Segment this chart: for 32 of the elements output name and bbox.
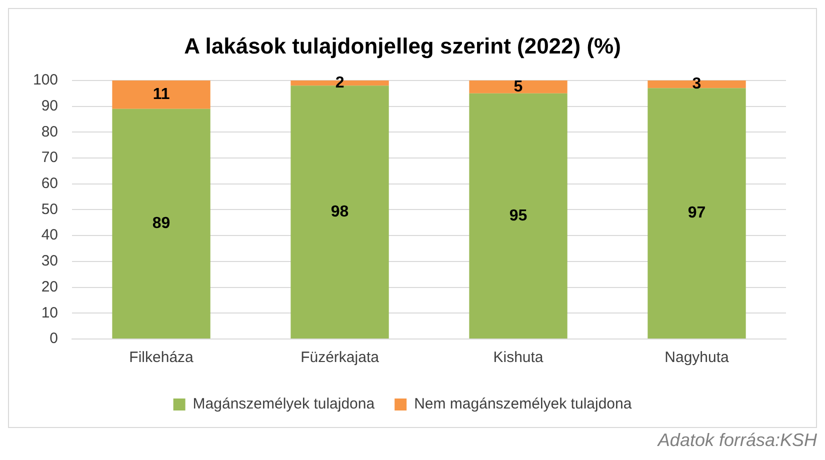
data-label: 95	[509, 207, 528, 224]
x-tick-label: Nagyhuta	[664, 349, 730, 366]
y-tick-label: 10	[41, 304, 58, 322]
bar	[112, 80, 210, 109]
text: Adatok forrása:KSH	[656, 430, 817, 451]
data-label: 98	[330, 203, 349, 220]
bar	[648, 88, 746, 338]
chart-title: A lakások tulajdonjelleg szerint (2022) (%)	[184, 33, 621, 58]
y-tick-label: 20	[41, 278, 58, 296]
y-tick-label: 80	[41, 123, 58, 140]
legend-label: Nem magánszemélyek tulajdona	[414, 396, 632, 413]
data-label: 5	[514, 78, 523, 96]
y-tick-label: 30	[41, 252, 58, 270]
y-tick-label: 0	[50, 330, 58, 348]
y-tick-label: 50	[41, 200, 58, 218]
y-tick-label: 90	[41, 97, 58, 114]
y-tick-label: 70	[41, 149, 58, 166]
data-label: 11	[152, 86, 170, 104]
data-label: 3	[692, 76, 702, 93]
legend-label: Magánszemélyek tulajdona	[192, 396, 376, 413]
x-tick-label: Füzérkajata	[300, 349, 380, 366]
y-tick-label: 40	[41, 226, 58, 244]
y-tick-label: 60	[41, 174, 58, 192]
bar	[469, 93, 568, 338]
bar	[469, 80, 568, 94]
bar	[112, 108, 210, 338]
data-label: 97	[688, 204, 706, 222]
x-tick-label: Kishuta	[493, 349, 544, 366]
data-label: 89	[152, 215, 170, 232]
bar	[290, 86, 389, 338]
x-tick-label: Filkeháza	[129, 349, 194, 366]
y-tick-label: 100	[32, 72, 58, 89]
